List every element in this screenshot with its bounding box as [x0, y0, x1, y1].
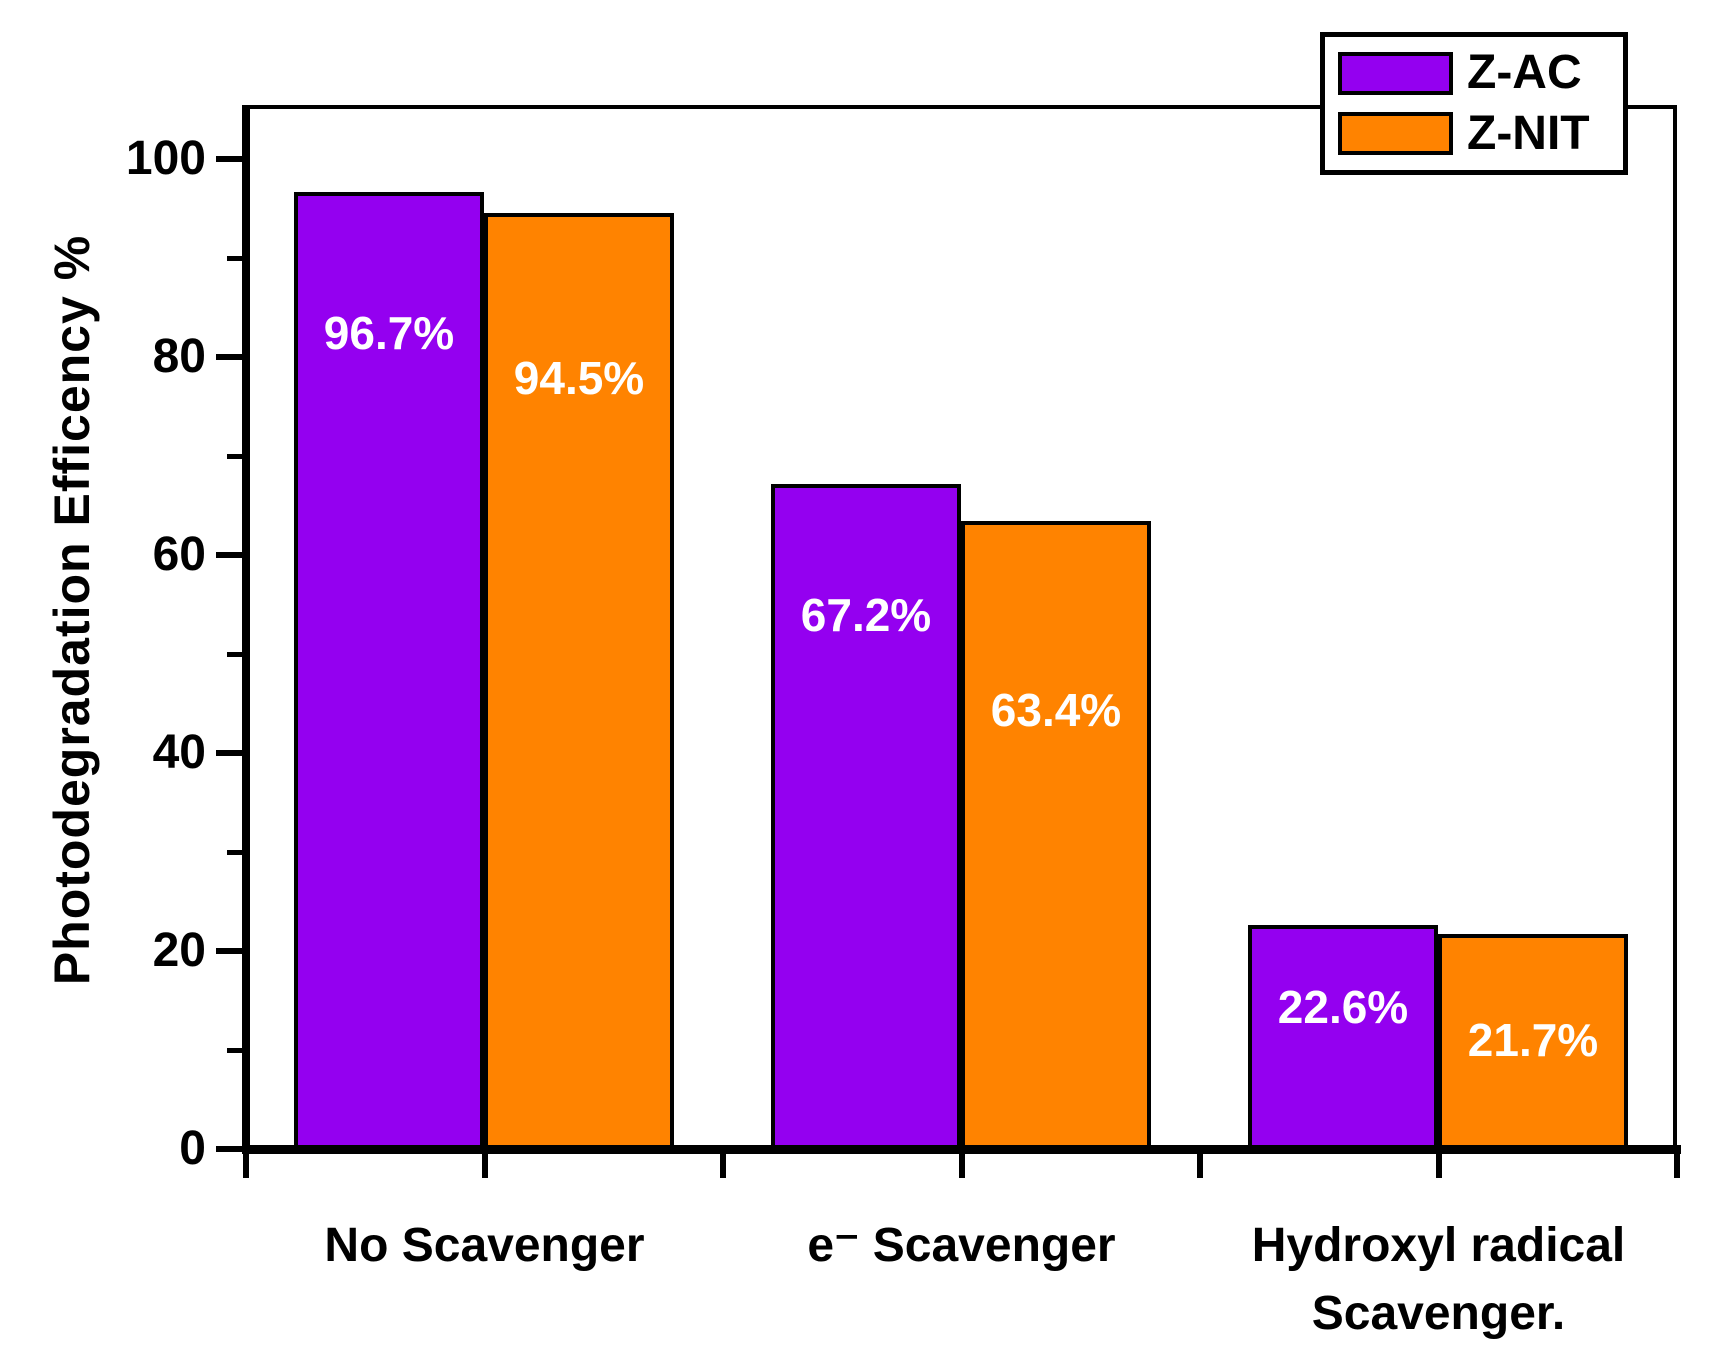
- y-minor-tick: [227, 1047, 242, 1053]
- x-tick: [720, 1153, 726, 1178]
- x-category-label: e⁻ Scavenger: [807, 1219, 1116, 1272]
- x-category-label: No Scavenger: [324, 1219, 645, 1272]
- legend-label: Z-NIT: [1467, 106, 1590, 160]
- bar-Z-NIT-0: [484, 213, 674, 1149]
- plot-box-right-line: [1673, 105, 1677, 1149]
- y-minor-tick: [227, 651, 242, 657]
- x-tick: [1197, 1153, 1203, 1178]
- y-major-tick: [216, 948, 242, 954]
- legend: Z-AC Z-NIT: [1320, 32, 1628, 175]
- y-major-tick: [216, 1146, 242, 1152]
- y-minor-tick: [227, 453, 242, 459]
- y-major-tick: [216, 354, 242, 360]
- legend-swatch: [1338, 112, 1453, 156]
- x-axis-line: [242, 1144, 1681, 1154]
- bar-Z-AC-1: [771, 483, 961, 1149]
- plot-box-top-line: [246, 105, 1677, 109]
- x-tick: [1674, 1153, 1680, 1178]
- y-major-tick: [216, 552, 242, 558]
- y-minor-tick: [227, 255, 242, 261]
- y-tick-label: 60: [152, 528, 206, 581]
- x-tick: [481, 1153, 488, 1178]
- bar-value-label: 96.7%: [323, 306, 455, 359]
- x-tick: [958, 1153, 965, 1178]
- x-tick: [1435, 1153, 1442, 1178]
- bar-value-label: 22.6%: [1277, 981, 1409, 1034]
- y-tick-label: 40: [152, 726, 206, 779]
- y-tick-label: 100: [125, 132, 206, 185]
- y-major-tick: [216, 750, 242, 756]
- bar-value-label: 67.2%: [800, 588, 932, 641]
- x-tick: [243, 1153, 249, 1178]
- bar-Z-AC-2: [1248, 925, 1438, 1149]
- legend-item-Z-AC: Z-AC: [1338, 47, 1623, 99]
- x-category-label: Hydroxyl radical Scavenger.: [1251, 1219, 1626, 1340]
- legend-item-Z-NIT: Z-NIT: [1338, 106, 1623, 160]
- legend-swatch: [1338, 51, 1453, 95]
- y-axis-line: [242, 105, 250, 1154]
- y-minor-tick: [227, 849, 242, 855]
- y-tick-label: 80: [152, 330, 206, 383]
- bar-value-label: 94.5%: [513, 352, 645, 405]
- bar-Z-AC-0: [294, 191, 484, 1149]
- bar-value-label: 21.7%: [1467, 1014, 1599, 1067]
- y-tick-label: 0: [179, 1122, 206, 1175]
- bar-Z-NIT-1: [961, 521, 1151, 1149]
- legend-label: Z-AC: [1467, 46, 1582, 100]
- bar-value-label: 63.4%: [990, 684, 1122, 737]
- bar-Z-NIT-2: [1438, 934, 1628, 1149]
- y-major-tick: [216, 156, 242, 162]
- y-tick-label: 20: [152, 924, 206, 977]
